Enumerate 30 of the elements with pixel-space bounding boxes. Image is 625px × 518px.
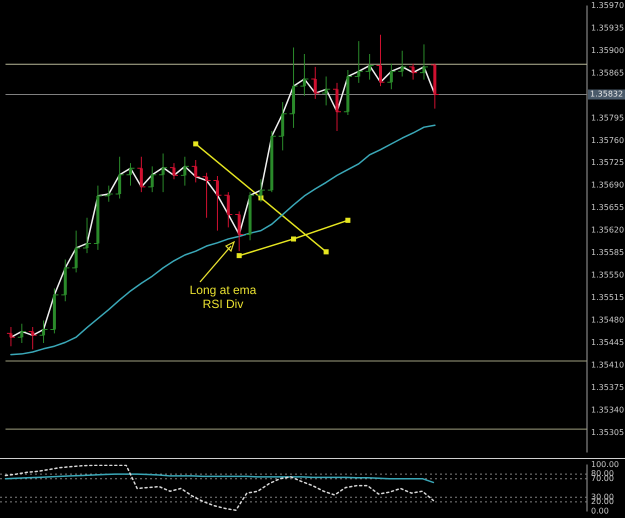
y-tick-label: 1.35515: [591, 293, 624, 302]
point: [236, 253, 242, 258]
y-tick-label: 100.00: [591, 460, 619, 469]
ref-line-label: 1.35832: [590, 90, 624, 99]
point: [291, 236, 296, 242]
y-tick-label: 1.35970: [591, 0, 624, 10]
point: [324, 249, 329, 254]
y-tick-label: 1.35690: [591, 180, 624, 190]
y-tick-label: 1.35585: [591, 248, 624, 258]
y-tick-label: 0.00: [591, 506, 609, 516]
annotation: Long at ema RSI Div: [190, 282, 257, 311]
y-tick-label: 1.35550: [591, 270, 624, 280]
y-tick-label: 1.35935: [591, 23, 624, 32]
y-tick-label: 1.35865: [591, 68, 624, 78]
y-tick-label: 1.35410: [591, 360, 624, 370]
y-tick-label: 20.00: [591, 497, 614, 506]
point: [193, 141, 198, 146]
y-tick-label: 1.35620: [591, 226, 624, 235]
y-tick-label: 1.35480: [591, 316, 624, 325]
y-tick-label: 1.35445: [591, 338, 624, 348]
y-tick-label: 1.35340: [591, 406, 624, 415]
y-tick-label: 1.35725: [591, 158, 624, 168]
y-tick-label: 1.35305: [591, 428, 624, 438]
y-tick-label: 1.35655: [591, 203, 624, 212]
y-tick-label: 1.35900: [591, 46, 624, 55]
y-tick-label: 1.35760: [591, 136, 624, 145]
y-tick-label: 1.35375: [591, 383, 624, 392]
y-tick-label: 1.35795: [591, 113, 624, 122]
line-series: [4, 464, 434, 512]
point: [345, 218, 350, 223]
